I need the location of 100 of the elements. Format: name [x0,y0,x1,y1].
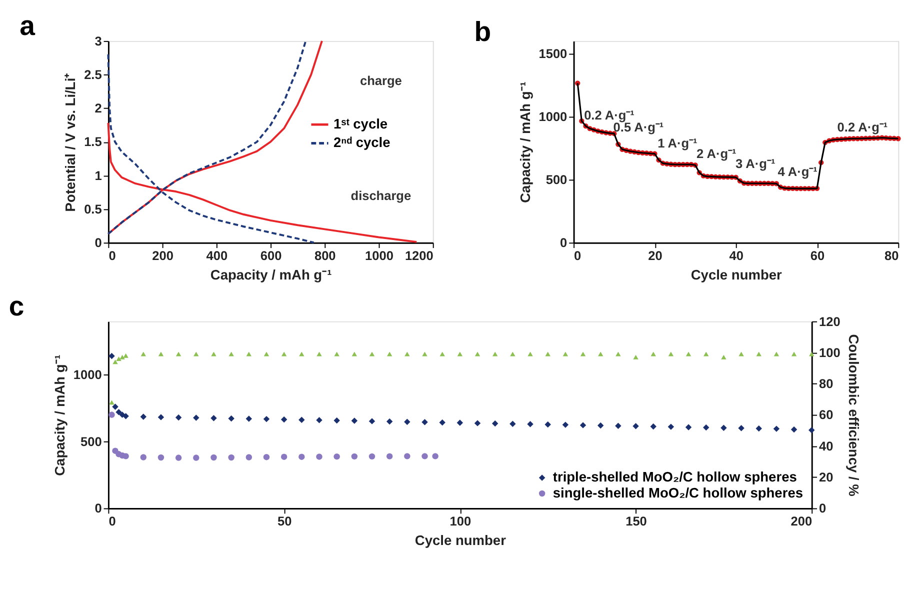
point [756,425,762,432]
point [112,360,118,364]
y-tick-label: 500 [80,434,102,449]
y-tick-label: 1 [94,168,102,183]
y2-tick-label: 100 [819,344,840,360]
point [122,413,129,420]
annotation: charge [360,73,402,88]
point [116,409,122,416]
point [368,453,376,460]
point [440,352,445,356]
point [334,417,340,424]
point [351,453,358,460]
point [316,417,322,424]
point [738,352,744,356]
point [474,420,481,426]
point [580,352,586,356]
point [616,352,621,356]
point [809,352,814,356]
y-axis-title: Potential / V vs. Li/Li⁺ [63,72,78,212]
point [422,352,428,356]
y-tick-label: 1000 [73,367,102,382]
point [474,352,480,356]
point [228,352,234,356]
point [116,356,122,361]
point [544,421,551,428]
x-tick-label: 20 [648,248,662,263]
point [351,418,358,424]
point [194,352,199,356]
point [580,422,586,428]
point [791,352,797,356]
point [299,352,304,356]
y-tick-label: 0 [560,235,568,250]
point [334,352,340,356]
point [175,454,182,461]
point [457,352,463,356]
point [123,353,128,358]
point [545,352,550,356]
y-tick-label: 0 [94,235,102,250]
point [352,352,358,356]
point [668,352,674,356]
point [422,419,428,426]
point [704,352,709,356]
point [404,418,410,425]
point [281,352,287,356]
point [650,352,656,356]
x-tick-label: 400 [206,248,228,263]
point [492,420,498,427]
x-tick-label: 150 [626,513,647,528]
point [598,352,604,356]
point [432,453,438,460]
legend-label: 1ˢᵗ cycle [334,116,388,132]
point [386,352,392,356]
annotation: 3 A·g⁻¹ [736,156,776,171]
y-tick-label: 1000 [538,109,568,124]
point [298,454,305,460]
point [120,354,125,360]
point [562,352,568,356]
point [703,424,710,431]
point [193,454,200,461]
chart-title: b [474,16,492,47]
point [108,412,115,418]
x-tick-label: 40 [729,248,744,263]
point [756,352,762,356]
y2-tick-label: 60 [819,407,834,422]
point [334,453,340,460]
point [298,416,305,423]
point [316,352,322,356]
y-tick-label: 1500 [538,46,568,61]
point [510,420,516,427]
point [597,422,604,429]
x-tick-label: 50 [277,513,292,528]
point [439,419,446,426]
point [246,416,252,422]
y-axis-title: Capacity / mAh g⁻¹ [52,354,68,476]
x-tick-label: 800 [314,248,336,263]
x-tick-label: 0 [108,248,116,263]
point [404,453,410,460]
point [369,352,375,356]
point [386,418,393,425]
x-axis-title: Cycle number [690,268,783,283]
x-tick-label: 60 [810,248,825,263]
annotation: discharge [350,188,412,204]
y2-tick-label: 20 [819,470,834,485]
x-axis-title: Capacity / mAh g⁻¹ [210,268,332,283]
y-tick-label: 0 [94,500,102,516]
point [210,454,217,461]
x-axis-title: Cycle number [414,533,507,548]
point [528,352,533,356]
point [280,416,288,423]
chart-title: a [20,10,36,42]
point [632,423,639,430]
y-tick-label: 1.5 [84,134,102,150]
y2-tick-label: 80 [819,376,834,392]
point [176,352,182,356]
point [808,427,815,434]
point [158,414,164,420]
point [456,420,464,426]
point [140,414,146,420]
point [109,400,114,405]
x-tick-label: 1000 [365,248,394,263]
